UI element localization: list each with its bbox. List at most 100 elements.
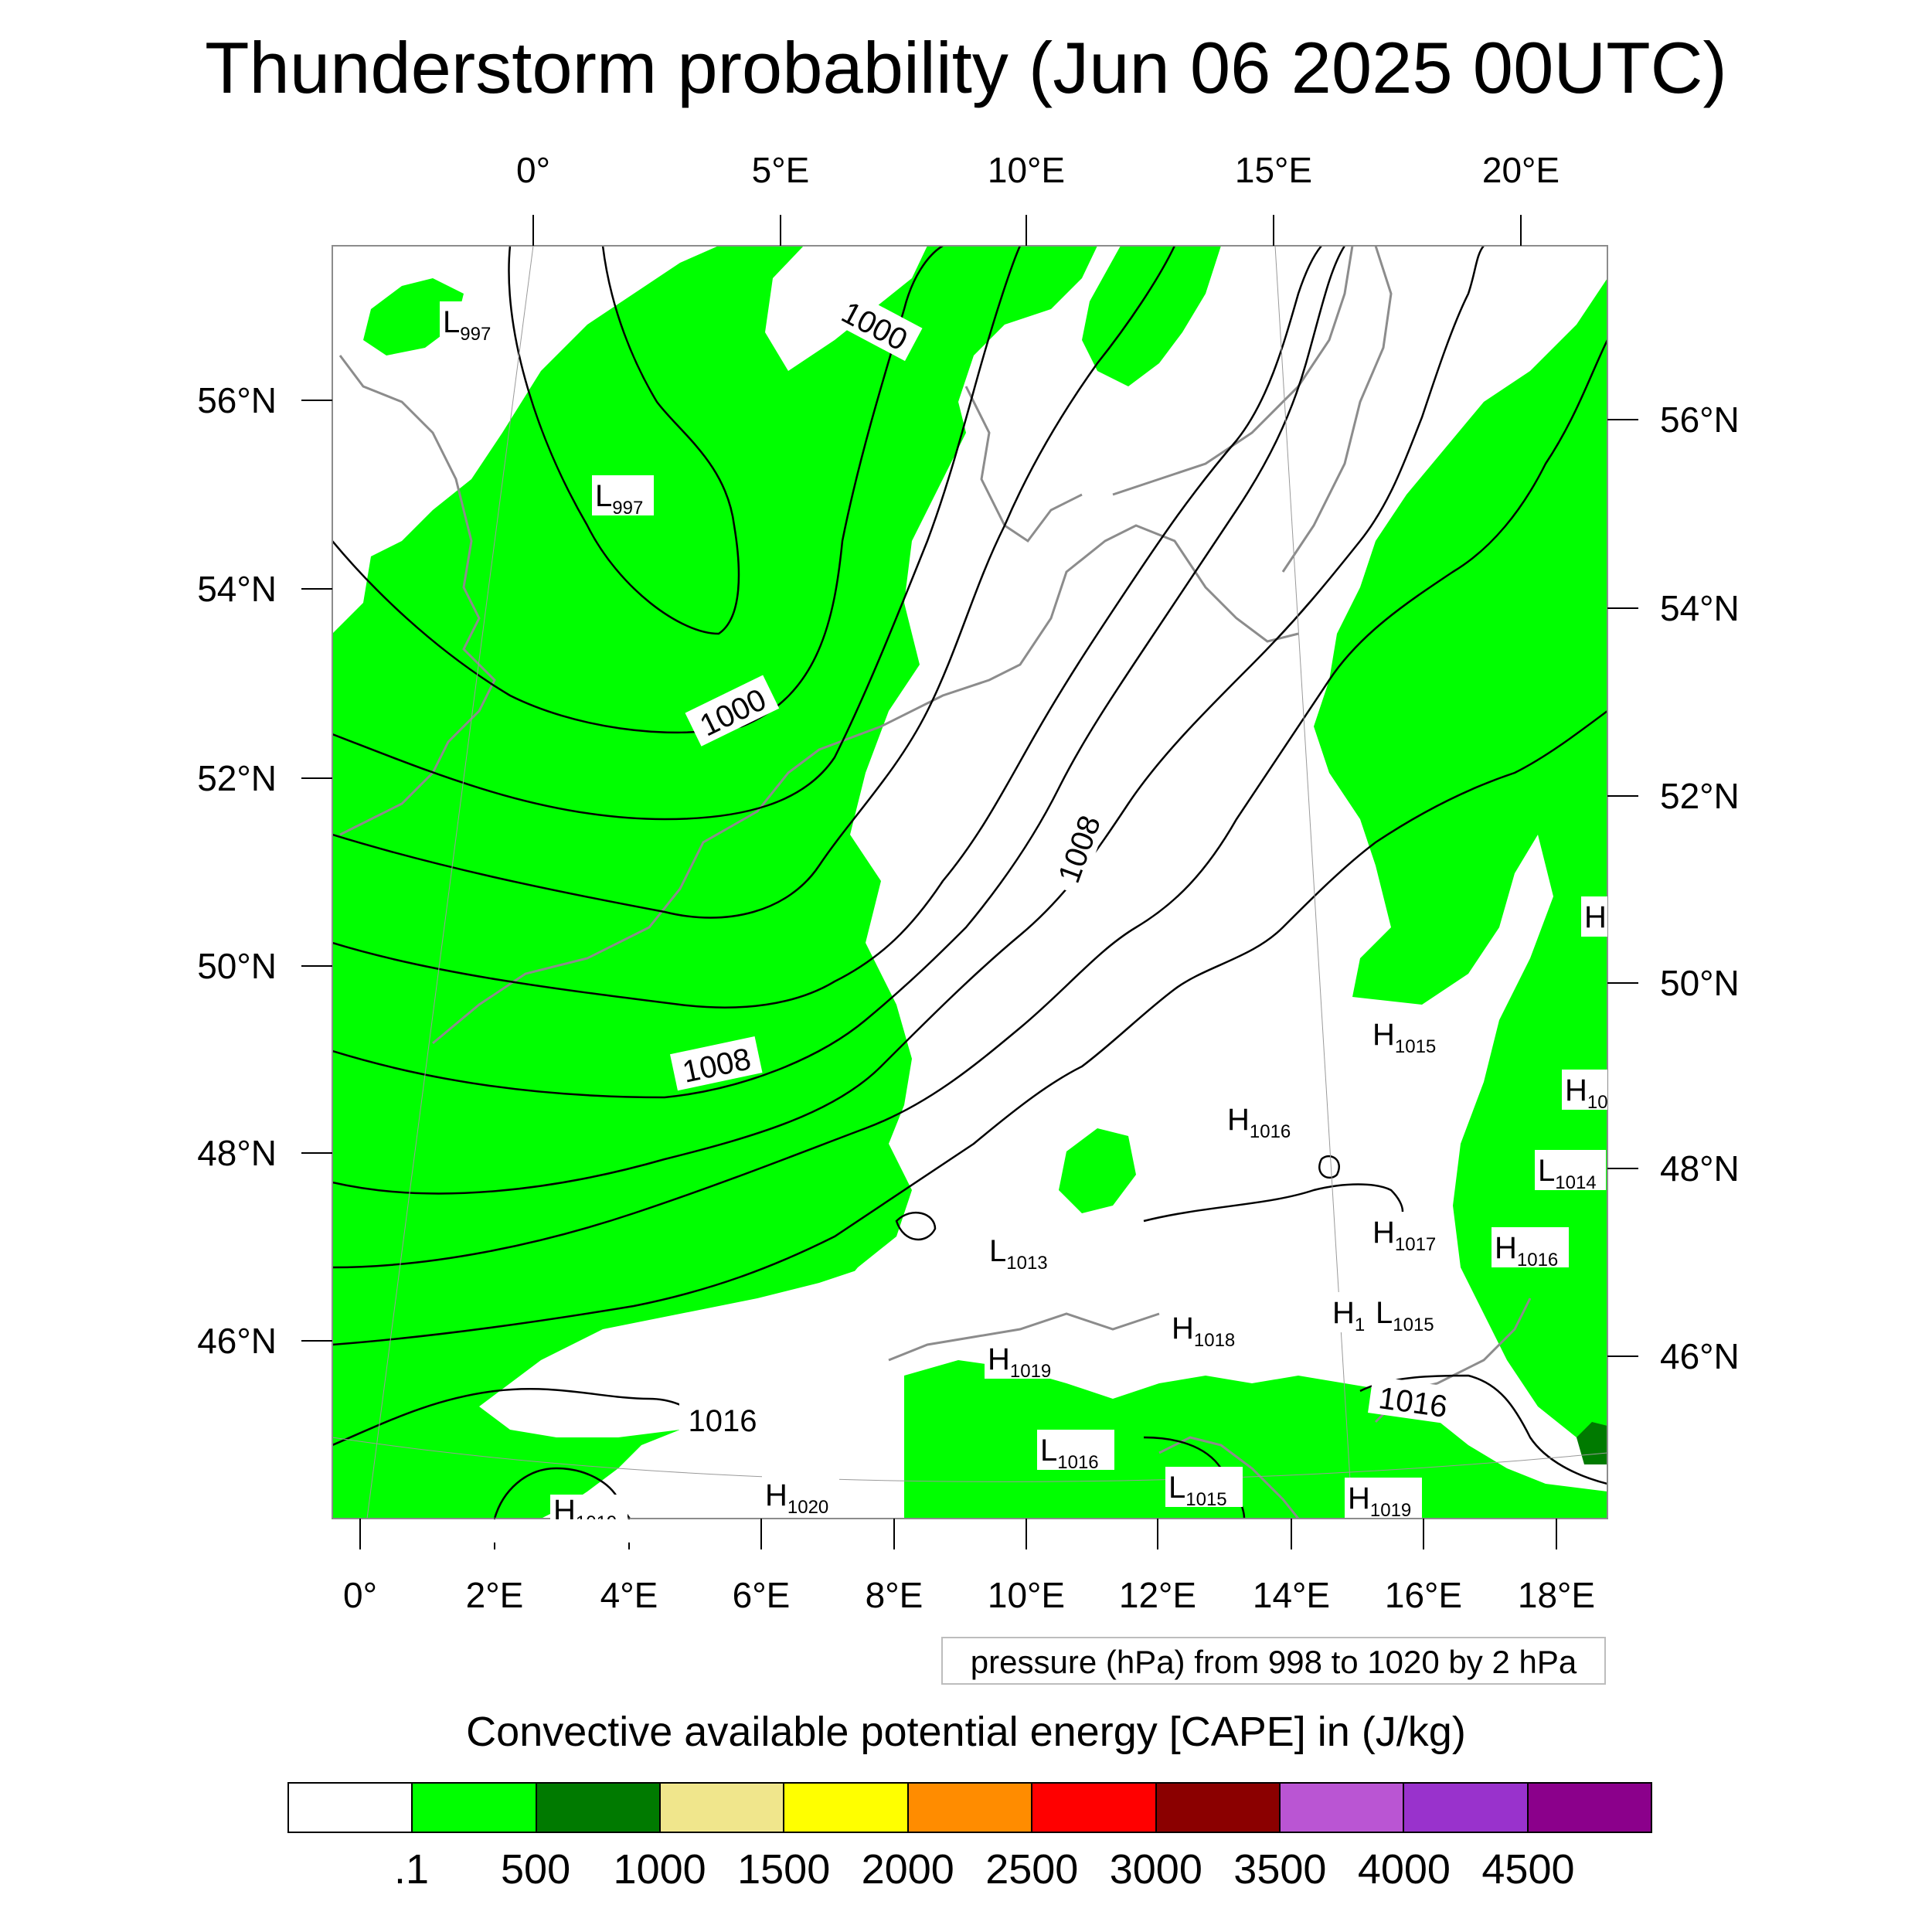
colorbar-segment — [784, 1784, 909, 1832]
lat-label: 48°N — [1660, 1148, 1740, 1189]
lon-label: 12°E — [1119, 1575, 1196, 1615]
isobar-1012 — [332, 339, 1607, 1269]
colorbar-label: 500 — [501, 1846, 571, 1893]
isobar-1010 — [332, 246, 1485, 1195]
colorbar-label: 4000 — [1357, 1846, 1451, 1893]
colorbar-segment — [908, 1784, 1033, 1832]
lat-label: 48°N — [197, 1133, 277, 1173]
lon-label: 4°E — [600, 1575, 658, 1615]
svg-text:L997: L997 — [443, 305, 491, 345]
map-frame — [332, 245, 1608, 1519]
colorbar-segment — [1528, 1784, 1651, 1832]
contour-label-box: 1016 — [679, 1400, 766, 1438]
pressure-center: H1019 — [1345, 1478, 1422, 1521]
cape-area-west — [332, 246, 1097, 1519]
parallel-45n — [332, 1437, 1607, 1482]
lon-label: 8°E — [866, 1575, 923, 1615]
lat-label: 46°N — [197, 1321, 277, 1361]
coastline-italy — [1158, 1436, 1300, 1519]
colorbar — [287, 1782, 1652, 1833]
lon-label: 16°E — [1385, 1575, 1462, 1615]
frame-bottom-mask — [464, 1519, 696, 1543]
svg-text:H1016: H1016 — [1227, 1103, 1291, 1142]
cape-shading — [332, 246, 1607, 1519]
colorbar-segment — [661, 1784, 785, 1832]
svg-text:L1015: L1015 — [1168, 1471, 1227, 1510]
lat-label: 54°N — [197, 569, 277, 609]
svg-text:H1020: H1020 — [765, 1478, 828, 1518]
colorbar-label: 1500 — [737, 1846, 831, 1893]
lat-label: 52°N — [1660, 776, 1740, 816]
coastline-britain — [338, 355, 496, 836]
cape-area-scandinavia — [1082, 246, 1221, 386]
colorbar-label: 3500 — [1233, 1846, 1327, 1893]
lat-label: 50°N — [197, 946, 277, 986]
lat-label: 46°N — [1660, 1336, 1740, 1376]
lon-label: 6°E — [733, 1575, 791, 1615]
lat-label: 56°N — [197, 380, 277, 420]
colorbar-segment — [1156, 1784, 1281, 1832]
isobar-1004 — [332, 246, 1176, 919]
lon-label: 20°E — [1482, 150, 1560, 190]
lon-label: 2°E — [466, 1575, 524, 1615]
lat-label: 50°N — [1660, 963, 1740, 1003]
colorbar-segment — [1032, 1784, 1157, 1832]
colorbar-label: 2500 — [985, 1846, 1079, 1893]
isobar-1008-a — [332, 246, 1346, 1099]
svg-text:H1019: H1019 — [1348, 1481, 1411, 1521]
svg-text:H1019: H1019 — [988, 1342, 1051, 1382]
isobar-1016-c — [1359, 1374, 1607, 1485]
colorbar-segment — [536, 1784, 662, 1832]
pressure-center: H1 — [1329, 1292, 1369, 1335]
lon-label: 10°E — [988, 150, 1065, 190]
lat-label: 52°N — [197, 758, 277, 798]
isobar-1002 — [332, 246, 1022, 821]
isobar-1006 — [332, 246, 1322, 1009]
lon-label: 0° — [343, 1575, 377, 1615]
border-alps — [888, 1312, 1160, 1362]
pressure-center: H10 — [1562, 1070, 1608, 1113]
colorbar-labels: .1 500 1000 1500 2000 2500 3000 3500 4000 4500 — [287, 1845, 1652, 1900]
pressure-center: H1015 — [1369, 1014, 1447, 1057]
svg-text:H: H — [1584, 900, 1607, 934]
colorbar-segment — [413, 1784, 537, 1832]
pressure-center: H1016 — [1224, 1099, 1301, 1142]
pressure-center: L997 — [440, 301, 502, 345]
svg-text:H1018: H1018 — [1172, 1311, 1235, 1351]
pressure-center: L1015 — [1372, 1292, 1450, 1335]
svg-text:L1013: L1013 — [989, 1234, 1048, 1274]
map-title: Thunderstorm probability (Jun 06 2025 00… — [205, 27, 1727, 108]
lon-label: 10°E — [988, 1575, 1065, 1615]
isobar-low-loop — [508, 246, 740, 635]
coastline-baltic — [1112, 246, 1354, 496]
pressure-center: H1016 — [1492, 1227, 1569, 1270]
lat-label: 54°N — [1660, 588, 1740, 628]
isobar-small-loop — [1318, 1155, 1340, 1179]
colorbar-title: Convective available potential energy [C… — [466, 1709, 1466, 1755]
pressure-centers: L997 L997 H H1015 H10 H1016 L1014 H1017 … — [440, 301, 1608, 1533]
colorbar-segment — [1404, 1784, 1529, 1832]
svg-text:H1016: H1016 — [1495, 1231, 1558, 1270]
pressure-center: L1014 — [1535, 1150, 1606, 1193]
colorbar-label: 4500 — [1481, 1846, 1575, 1893]
meridian-0 — [366, 246, 534, 1519]
lon-label: 5°E — [752, 150, 810, 190]
pressure-center: L997 — [592, 475, 654, 519]
coastline-denmark — [964, 386, 1083, 543]
svg-text:H10: H10 — [1565, 1073, 1608, 1113]
cape-area-south — [904, 1360, 1607, 1519]
lon-label: 18°E — [1518, 1575, 1595, 1615]
svg-text:H1: H1 — [1332, 1296, 1365, 1335]
pressure-center: H1019 — [985, 1338, 1062, 1382]
contour-label: 1016 — [689, 1404, 757, 1438]
pressure-center: L1013 — [986, 1230, 1063, 1274]
colorbar-label: 1000 — [613, 1846, 706, 1893]
right-lat-labels: 56°N 54°N 52°N 50°N 48°N 46°N — [1660, 400, 1740, 1376]
colorbar-segment — [289, 1784, 413, 1832]
isobar-1016-a — [332, 1387, 712, 1447]
pressure-center: H1018 — [1168, 1308, 1246, 1351]
cape-area-central-patch — [1059, 1128, 1136, 1213]
colorbar-label: .1 — [394, 1846, 430, 1893]
pressure-center: L1015 — [1165, 1467, 1243, 1510]
